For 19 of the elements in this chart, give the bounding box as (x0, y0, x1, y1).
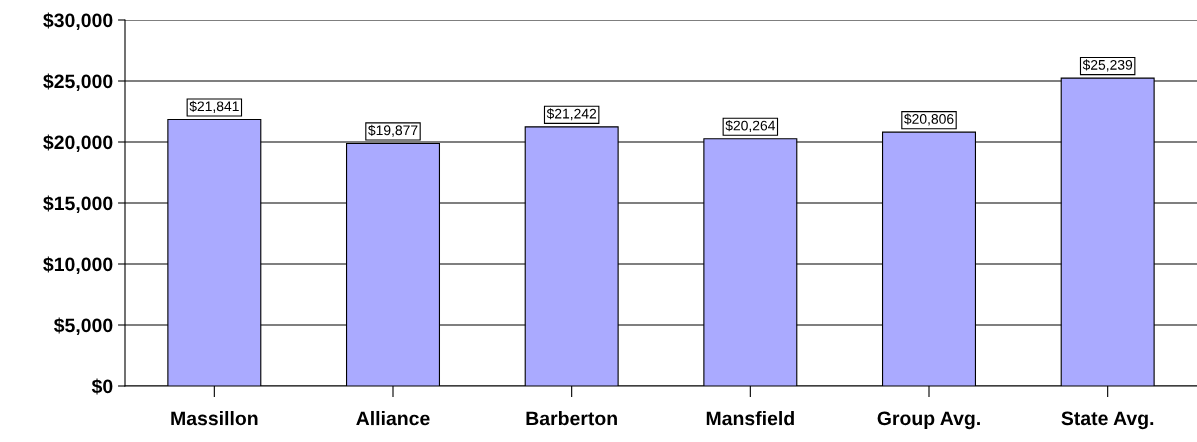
data-label: $20,264 (725, 120, 776, 133)
y-tick-label: $20,000 (43, 134, 113, 153)
y-tick-label: $0 (91, 378, 113, 395)
x-tick-label: Alliance (356, 411, 430, 426)
x-tick-label: Barberton (526, 411, 617, 426)
data-label: $20,806 (904, 113, 954, 126)
y-tick-label: $5,000 (53, 317, 113, 336)
data-label: $21,841 (189, 100, 239, 113)
y-tick-label: $10,000 (43, 256, 113, 275)
x-tick-label: Mansfield (706, 411, 794, 426)
y-tick-label: $30,000 (43, 12, 113, 31)
data-label: $25,239 (1082, 59, 1133, 72)
x-tick-label: State Avg. (1061, 411, 1154, 430)
y-tick-label: $25,000 (43, 73, 113, 92)
x-tick-label: Massillon (171, 411, 258, 426)
data-label: $21,242 (546, 108, 597, 121)
data-label: $19,877 (368, 124, 418, 137)
y-tick-label: $15,000 (43, 195, 113, 214)
x-tick-label: Group Avg. (877, 411, 980, 430)
